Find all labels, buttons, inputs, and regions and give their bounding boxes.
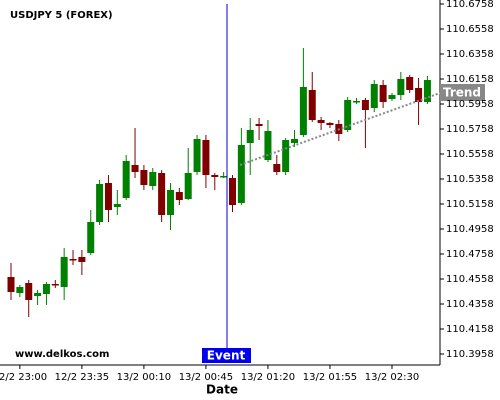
candle-body — [158, 173, 166, 215]
y-tick-label: 110.5758 — [446, 124, 494, 135]
candle-body — [51, 284, 59, 286]
y-tick-label: 110.3958 — [446, 349, 494, 360]
candle-body — [131, 165, 139, 172]
event-label: Event — [207, 349, 246, 363]
candle-body — [166, 190, 174, 215]
y-tick-label: 110.4758 — [446, 249, 494, 260]
y-tick-label: 110.4358 — [446, 299, 494, 310]
y-tick-label: 110.4958 — [446, 224, 494, 235]
candle-body — [122, 161, 130, 198]
chart-title: USDJPY 5 (FOREX) — [10, 10, 113, 21]
y-tick-label: 110.6358 — [446, 49, 494, 60]
candle-body — [388, 95, 396, 99]
candle-body — [211, 175, 219, 177]
candle-body — [370, 84, 378, 108]
y-tick-label: 110.5358 — [446, 174, 494, 185]
candle-body — [282, 140, 290, 172]
trend-label: Trend — [443, 86, 481, 100]
watermark: www.delkos.com — [15, 349, 109, 360]
trend-box — [440, 84, 485, 101]
x-tick-label: 13/2 01:55 — [303, 372, 357, 383]
candle-body — [229, 178, 236, 205]
candle-body — [273, 164, 281, 172]
candle-body — [220, 176, 228, 178]
candle-body — [291, 139, 299, 143]
y-tick-label: 110.4558 — [446, 274, 494, 285]
y-tick-label: 110.4158 — [446, 324, 494, 335]
candle-body — [299, 87, 307, 135]
candle-body — [193, 139, 201, 172]
x-tick-label: 13/2 01:20 — [241, 372, 295, 383]
candle-body — [361, 100, 369, 110]
candle-body — [326, 123, 334, 125]
candle-body — [87, 222, 95, 253]
y-tick-label: 110.5958 — [446, 99, 494, 110]
candle-body — [423, 80, 431, 102]
y-tick-label: 110.6558 — [446, 24, 494, 35]
x-axis-label: Date — [206, 383, 238, 397]
candle-body — [184, 173, 192, 199]
candle-body — [246, 130, 254, 143]
x-tick-label: 12/2 23:35 — [55, 372, 109, 383]
candle-body — [42, 284, 50, 294]
candle-body — [353, 101, 361, 103]
candle-body — [344, 100, 352, 130]
candle-body — [175, 192, 183, 200]
candle-body — [317, 120, 325, 123]
y-tick-label: 110.5558 — [446, 149, 494, 160]
candle-body — [379, 85, 387, 102]
x-tick-label: 12/2 23:00 — [0, 372, 47, 383]
candle-body — [7, 277, 15, 292]
y-tick-label: 110.6758 — [446, 0, 494, 10]
candle-body — [406, 77, 414, 90]
candle-body — [78, 257, 86, 262]
event-box — [202, 348, 251, 363]
candle-body — [149, 172, 157, 186]
candle-body — [25, 283, 33, 300]
x-tick-label: 13/2 00:45 — [179, 372, 233, 383]
candle-body — [60, 257, 68, 287]
y-tick-label: 110.5158 — [446, 199, 494, 210]
y-tick-label: 110.6158 — [446, 74, 494, 85]
candle-body — [397, 79, 405, 95]
candle-body — [16, 287, 24, 293]
candle-body — [264, 131, 272, 160]
candle-body — [237, 145, 245, 203]
trend-line — [239, 92, 441, 166]
x-tick-label: 13/2 00:10 — [117, 372, 171, 383]
candles — [7, 48, 431, 317]
x-tick-label: 13/2 02:30 — [365, 372, 419, 383]
candle-body — [34, 293, 42, 296]
candle-body — [308, 90, 316, 120]
candle-body — [140, 170, 148, 185]
candle-body — [69, 259, 77, 261]
candle-body — [202, 140, 210, 175]
candle-body — [96, 184, 104, 222]
candle-body — [415, 88, 423, 102]
candle-body — [255, 124, 263, 126]
candle-body — [104, 183, 112, 210]
candle-body — [113, 204, 121, 207]
